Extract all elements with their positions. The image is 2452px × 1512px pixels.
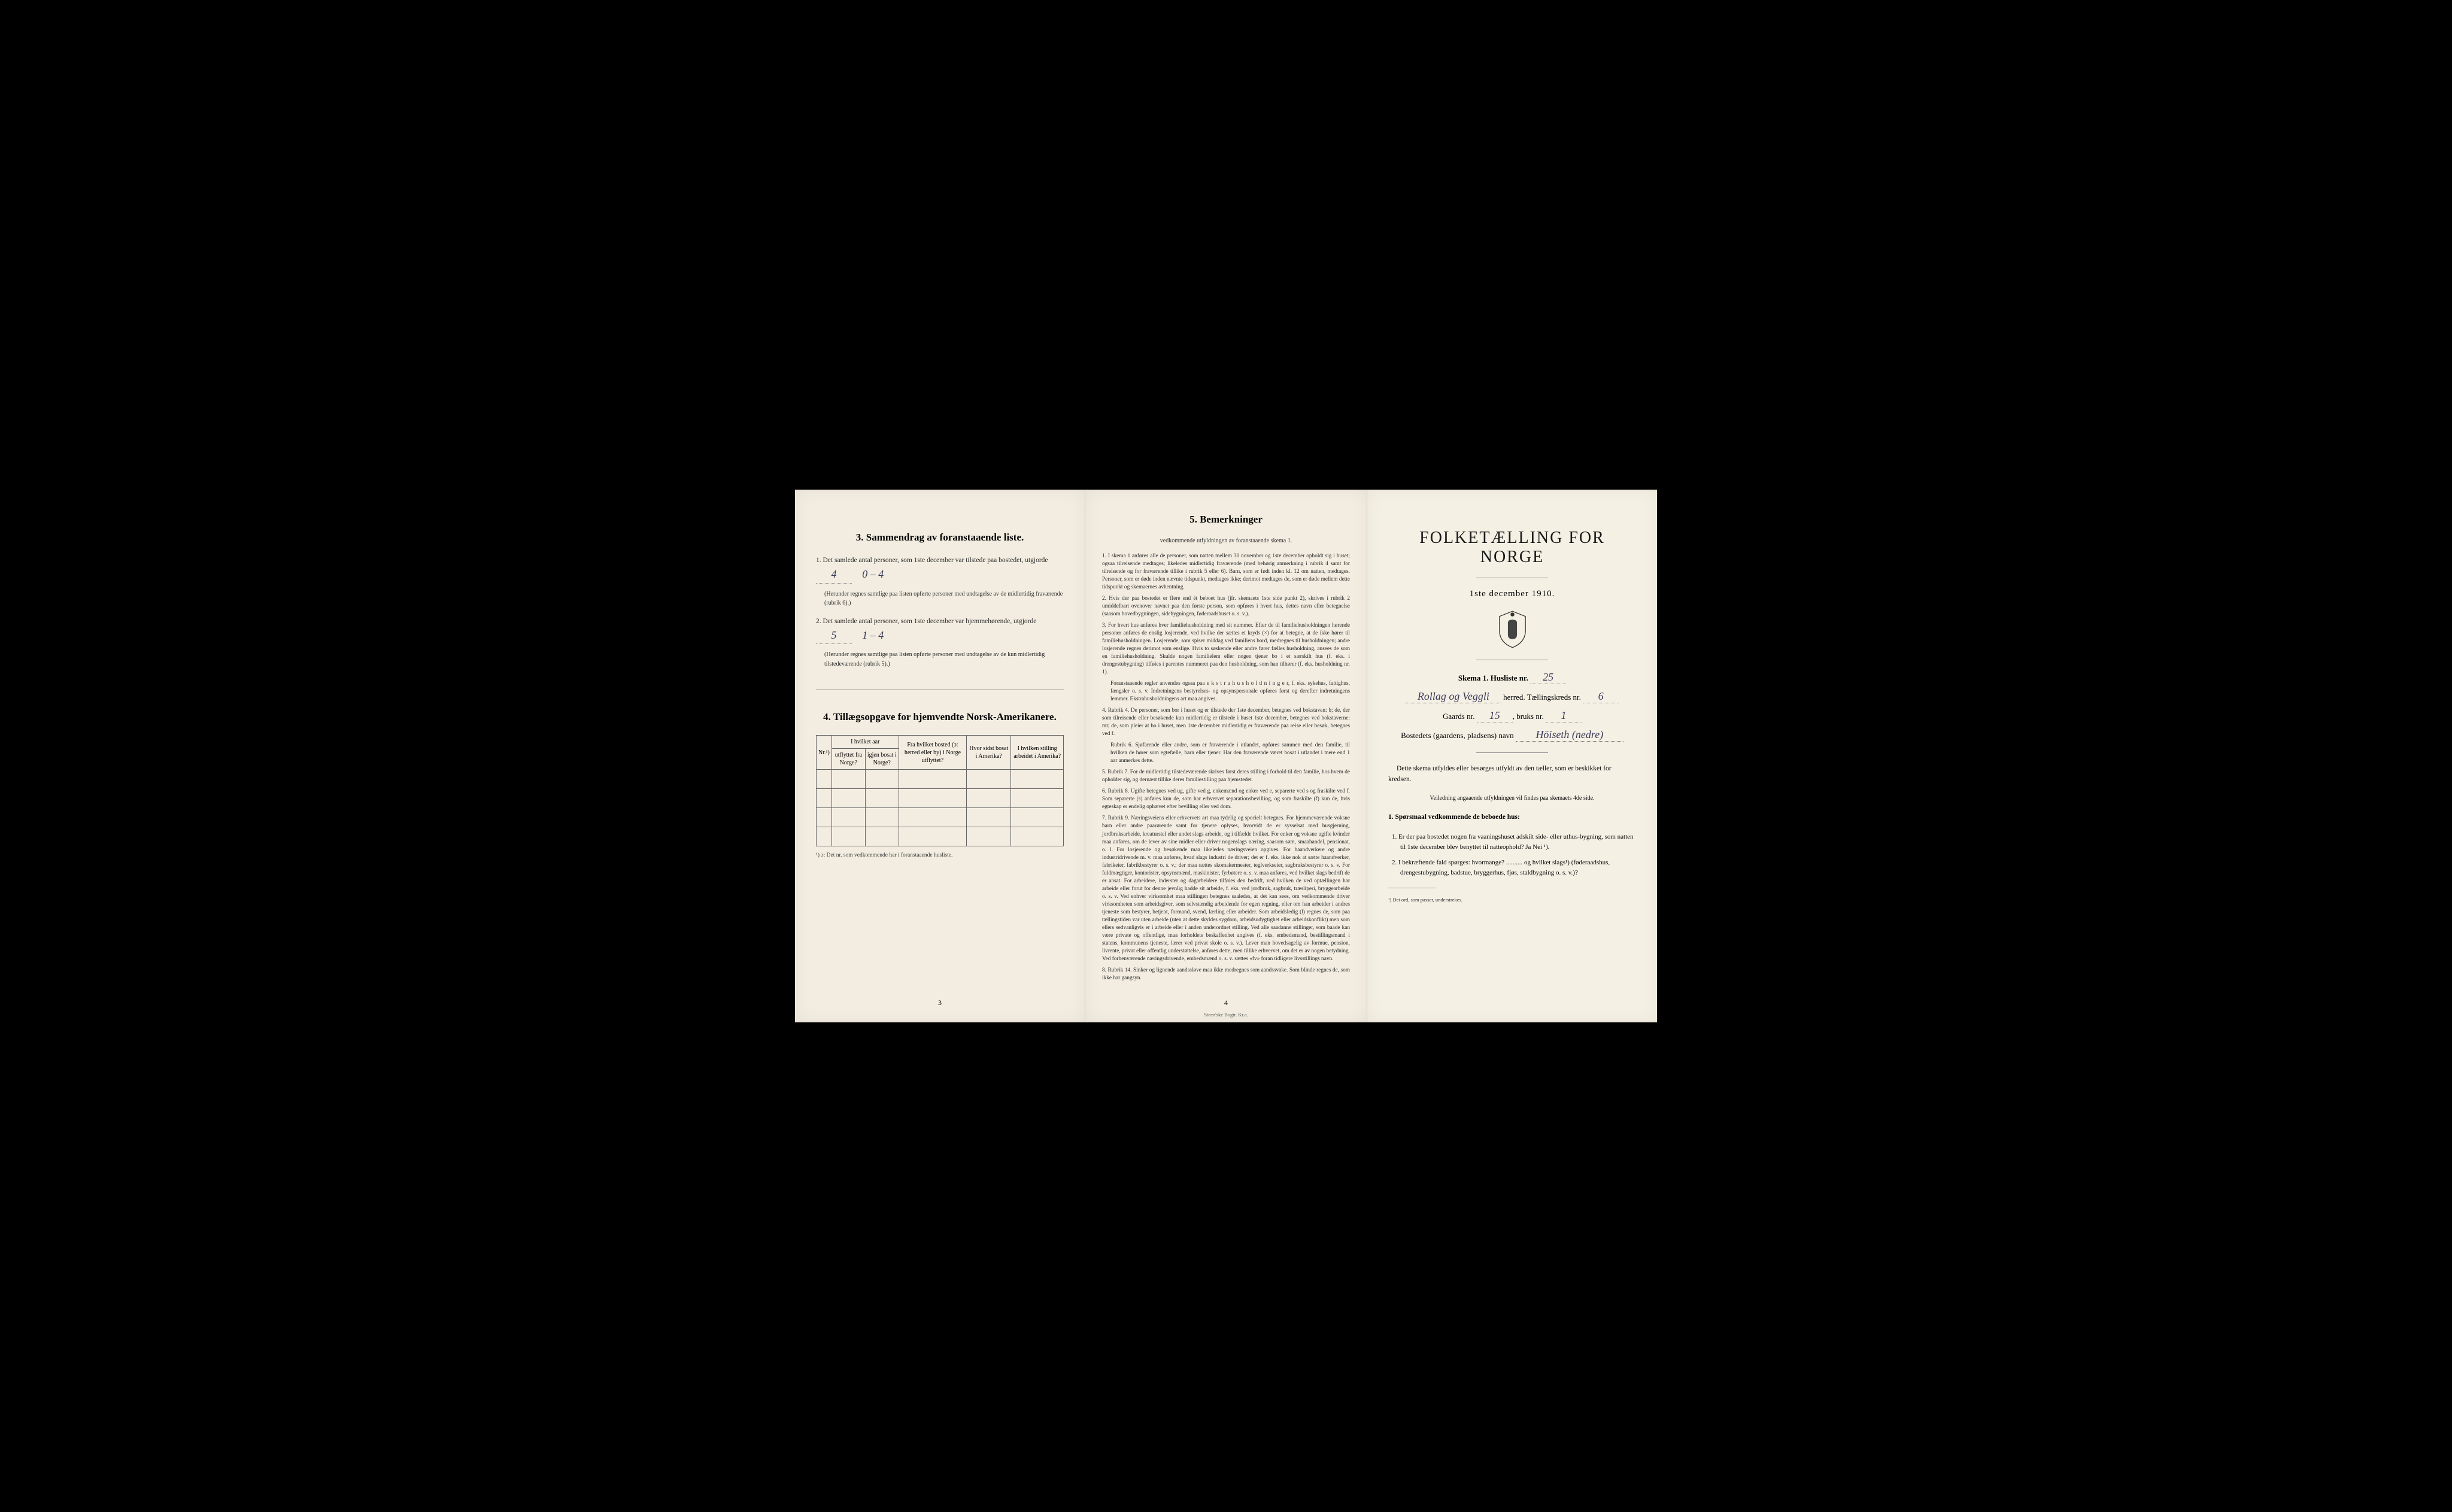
census-date: 1ste december 1910. bbox=[1388, 589, 1636, 599]
s3-item2: 2. Det samlede antal personer, som 1ste … bbox=[816, 617, 1064, 645]
remark-7: 7. Rubrik 9. Næringsveiens eller erhverv… bbox=[1102, 815, 1350, 963]
remark-3b: Foranstaaende regler anvendes ogsaa paa … bbox=[1110, 680, 1350, 703]
s3-item2-text: 2. Det samlede antal personer, som 1ste … bbox=[816, 618, 1036, 625]
gaards-nr: 15 bbox=[1477, 709, 1513, 722]
col-emigrated: utflyttet fra Norge? bbox=[832, 749, 865, 770]
schema-label: Skema 1. Husliste nr. bbox=[1458, 673, 1528, 682]
table-body bbox=[817, 770, 1064, 846]
question-2: 2. I bekræftende fald spørges: hvormange… bbox=[1400, 858, 1636, 878]
col-from: Fra hvilket bosted (ɔ: herred eller by) … bbox=[899, 736, 967, 770]
bosted-label: Bostedets (gaardens, pladsens) navn bbox=[1401, 731, 1513, 740]
page-left: 3. Sammendrag av foranstaaende liste. 1.… bbox=[795, 490, 1085, 1022]
page-number-left: 3 bbox=[795, 998, 1085, 1007]
questions-heading: 1. Spørsmaal vedkommende de beboede hus: bbox=[1388, 812, 1636, 823]
footnote-right: ¹) Det ord, som passer, understrekes. bbox=[1388, 897, 1636, 903]
remark-4b: Rubrik 6. Sjøfarende eller andre, som er… bbox=[1110, 742, 1350, 765]
section5-sub: vedkommende utfyldningen av foranstaaend… bbox=[1102, 538, 1350, 544]
bosted-value: Höiseth (nedre) bbox=[1516, 728, 1623, 742]
s3-item2-note: (Herunder regnes samtlige paa listen opf… bbox=[824, 650, 1064, 669]
table-row bbox=[817, 827, 1064, 846]
returnee-table: Nr.¹) I hvilket aar Fra hvilket bosted (… bbox=[816, 735, 1064, 846]
section4-heading: 4. Tillægsopgave for hjemvendte Norsk-Am… bbox=[816, 711, 1064, 723]
remark-8: 8. Rubrik 14. Sinker og lignende aandssl… bbox=[1102, 967, 1350, 982]
s3-item1-extra: 0 – 4 bbox=[862, 568, 884, 580]
section3-heading: 3. Sammendrag av foranstaaende liste. bbox=[816, 532, 1064, 544]
bruks-nr: 1 bbox=[1546, 709, 1582, 722]
remark-5: 5. Rubrik 7. For de midlertidig tilstede… bbox=[1102, 769, 1350, 784]
gaards-line: Gaards nr. 15, bruks nr. 1 bbox=[1388, 709, 1636, 722]
mid-rule bbox=[1476, 752, 1548, 753]
page-right: FOLKETÆLLING FOR NORGE 1ste december 191… bbox=[1367, 490, 1657, 1022]
page-number-center: 4 bbox=[1085, 998, 1367, 1007]
section4-footnote: ¹) ɔ: Det nr. som vedkommende har i fora… bbox=[816, 852, 1064, 858]
coat-of-arms-icon bbox=[1496, 610, 1529, 649]
remarks-list: 1. I skema 1 anføres alle de personer, s… bbox=[1102, 552, 1350, 982]
table-row bbox=[817, 789, 1064, 808]
instructions-1: Dette skema utfyldes eller besørges utfy… bbox=[1388, 764, 1636, 785]
bruks-label: bruks nr. bbox=[1516, 712, 1544, 721]
remark-4: 4. Rubrik 4. De personer, som bor i huse… bbox=[1102, 707, 1350, 738]
s3-item2-extra: 1 – 4 bbox=[862, 629, 884, 641]
table-row bbox=[817, 808, 1064, 827]
page-center: 5. Bemerkninger vedkommende utfyldningen… bbox=[1085, 490, 1367, 1022]
kreds-nr: 6 bbox=[1583, 690, 1619, 703]
remark-1: 1. I skema 1 anføres alle de personer, s… bbox=[1102, 552, 1350, 591]
bosted-line: Bostedets (gaardens, pladsens) navn Höis… bbox=[1388, 728, 1636, 742]
schema-line: Skema 1. Husliste nr. 25 bbox=[1388, 671, 1636, 684]
remark-2: 2. Hvis der paa bostedet er flere end ét… bbox=[1102, 595, 1350, 618]
col-where: Hvor sidst bosat i Amerika? bbox=[967, 736, 1011, 770]
s3-item2-value: 5 bbox=[816, 627, 852, 645]
s3-item1: 1. Det samlede antal personer, som 1ste … bbox=[816, 555, 1064, 584]
remark-6: 6. Rubrik 8. Ugifte betegnes ved ug, gif… bbox=[1102, 788, 1350, 811]
table-row bbox=[817, 770, 1064, 789]
instructions-2: Veiledning angaaende utfyldningen vil fi… bbox=[1388, 795, 1636, 801]
herred-line: Rollag og Veggli herred. Tællingskreds n… bbox=[1388, 690, 1636, 703]
s3-item1-note: (Herunder regnes samtlige paa listen opf… bbox=[824, 590, 1064, 608]
document-scan: 3. Sammendrag av foranstaaende liste. 1.… bbox=[795, 490, 1657, 1022]
section5-heading: 5. Bemerkninger bbox=[1102, 514, 1350, 526]
col-nr: Nr.¹) bbox=[817, 736, 832, 770]
s3-item1-value: 4 bbox=[816, 566, 852, 584]
question-1: 1. Er der paa bostedet nogen fra vaaning… bbox=[1400, 832, 1636, 852]
census-title: FOLKETÆLLING FOR NORGE bbox=[1388, 529, 1636, 567]
herred-label: herred. Tællingskreds nr. bbox=[1503, 693, 1581, 702]
col-position: I hvilken stilling arbeidet i Amerika? bbox=[1011, 736, 1064, 770]
printer-mark: Steen'ske Bogtr. Kr.a. bbox=[1085, 1012, 1367, 1018]
s3-item1-text: 1. Det samlede antal personer, som 1ste … bbox=[816, 557, 1048, 564]
herred-value: Rollag og Veggli bbox=[1406, 690, 1501, 703]
col-year: I hvilket aar bbox=[832, 736, 899, 749]
husliste-nr: 25 bbox=[1530, 671, 1566, 684]
gaards-label: Gaards nr. bbox=[1443, 712, 1474, 721]
col-returned: igjen bosat i Norge? bbox=[865, 749, 899, 770]
remark-3: 3. For hvert hus anføres hver familiehus… bbox=[1102, 622, 1350, 676]
